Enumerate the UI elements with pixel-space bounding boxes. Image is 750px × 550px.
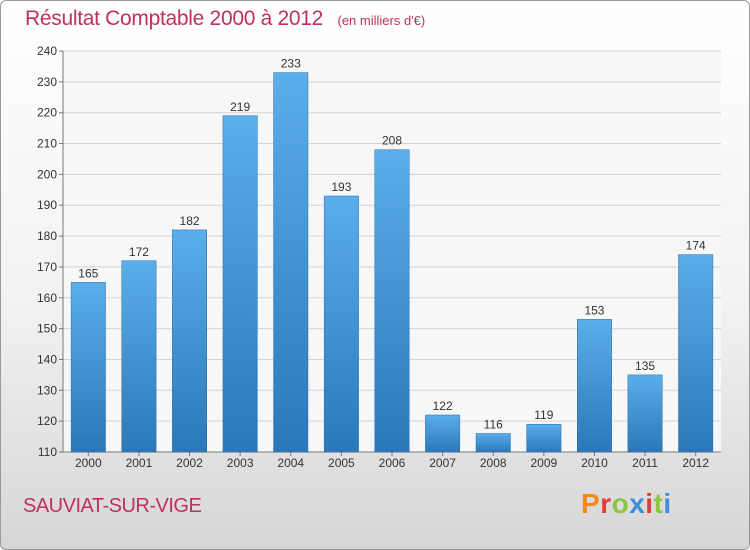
bar [172,229,207,453]
logo-letter: t [653,488,664,519]
data-label: 193 [331,180,351,194]
logo-letter: r [600,488,612,519]
y-tick-label: 180 [37,229,57,243]
x-tick-label: 2012 [682,456,709,470]
y-tick-label: 130 [37,383,57,397]
data-label: 116 [484,417,503,431]
bar [577,319,612,453]
bar [121,260,157,453]
y-tick-label: 190 [37,198,57,212]
title-row: Résultat Comptable 2000 à 2012 (en milli… [25,7,425,31]
bar [222,115,258,453]
x-tick-label: 2011 [632,456,658,470]
data-label: 165 [78,266,98,280]
chart-title: Résultat Comptable 2000 à 2012 [25,7,324,30]
y-tick-label: 110 [38,445,57,459]
data-label: 172 [129,245,149,259]
data-label: 119 [534,408,553,422]
y-tick-label: 170 [37,260,57,274]
x-tick-label: 2005 [328,456,355,470]
data-label: 174 [686,239,706,253]
x-tick-label: 2004 [277,456,304,470]
y-tick-label: 200 [37,167,57,181]
logo-letter: o [611,488,630,519]
chart-subtitle: (en milliers d'€) [337,13,426,28]
x-tick-label: 2009 [530,456,557,470]
bar [678,254,714,453]
proxiti-logo: Proxiti [581,488,672,520]
bar [323,195,359,453]
data-label: 233 [281,57,301,71]
label-layer: 165 172 182 219 233 193 208 122 116 119 153 135 174 [78,57,706,432]
x-tick-label: 2007 [429,456,456,470]
logo-letter: x [629,488,646,519]
data-label: 153 [584,303,604,317]
logo-letter: i [663,488,672,519]
y-tick-label: 240 [37,44,57,58]
y-tick-label: 140 [37,352,57,366]
x-tick-label: 2000 [75,456,102,470]
y-tick-label: 230 [37,75,57,89]
y-tick-label: 210 [37,137,57,151]
commune-name: SAUVIAT-SUR-VIGE [23,495,202,517]
x-tick-label: 2003 [227,456,254,470]
data-label: 122 [433,399,453,413]
bar [475,433,511,453]
bar-layer [70,72,714,453]
y-tick-label: 160 [37,291,57,305]
bar [425,414,461,453]
y-tick-label: 120 [37,414,57,428]
x-tick-label: 2002 [176,456,203,470]
data-label: 219 [230,100,250,114]
data-label: 208 [382,134,402,148]
x-tick-label: 2006 [379,456,406,470]
bar [70,282,106,453]
data-label: 182 [180,214,200,228]
bar [273,72,309,453]
logo-letter: i [645,488,654,519]
axis-layer: 110 120 130 140 150 160 170 180 190 200 210 220 230 2… [37,44,721,470]
bar [627,374,663,453]
y-tick-label: 220 [37,106,57,120]
bar [374,149,410,453]
logo-letter: P [581,488,601,519]
x-tick-label: 2010 [581,456,608,470]
y-tick-label: 150 [37,322,57,336]
data-label: 135 [635,359,655,373]
bar [526,423,562,453]
x-tick-label: 2001 [126,456,153,470]
x-tick-label: 2008 [480,456,507,470]
